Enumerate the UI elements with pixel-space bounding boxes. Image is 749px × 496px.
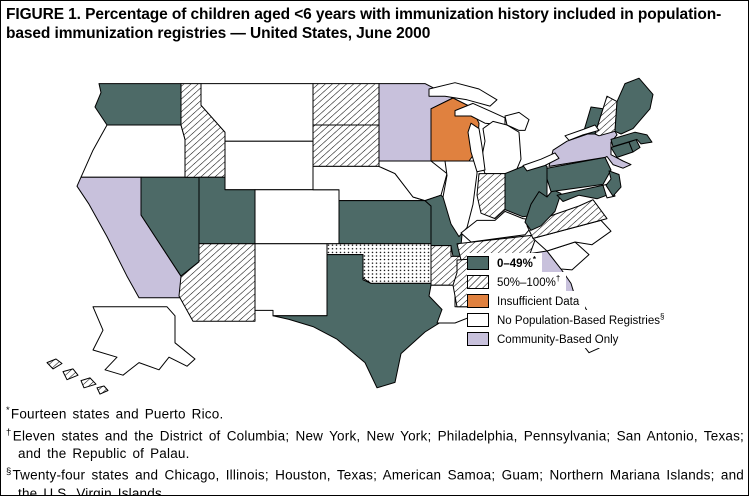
state-ma bbox=[611, 132, 652, 146]
legend-swatch-3 bbox=[467, 312, 489, 327]
legend-item-50-100: 50%–100%† bbox=[467, 272, 567, 291]
footnote-dagger: †Eleven states and the District of Colum… bbox=[6, 426, 744, 462]
legend-label: No Population-Based Registries§ bbox=[497, 312, 665, 327]
state-hi bbox=[47, 359, 62, 369]
legend-label: 0–49%* bbox=[497, 255, 536, 270]
legend-label: Insufficient Data bbox=[497, 295, 580, 308]
state-sd bbox=[313, 125, 379, 166]
state-or bbox=[81, 125, 185, 177]
legend-item-0-49: 0–49%* bbox=[467, 253, 542, 272]
figure-title: FIGURE 1. Percentage of children aged <6… bbox=[6, 6, 722, 42]
state-tx bbox=[273, 255, 445, 388]
state-co bbox=[255, 190, 339, 244]
state-va bbox=[527, 200, 607, 239]
state-mi bbox=[481, 121, 521, 173]
map-legend: 0–49%* 50%–100%† Insufficient Data No Po… bbox=[467, 253, 671, 348]
legend-swatch-2 bbox=[467, 293, 489, 308]
lake-michigan bbox=[468, 123, 485, 172]
state-hi bbox=[97, 386, 108, 394]
lake-huron bbox=[505, 112, 529, 130]
state-ak bbox=[93, 307, 195, 375]
lake-superior bbox=[429, 83, 497, 106]
state-hi bbox=[81, 378, 96, 388]
legend-swatch-0 bbox=[467, 255, 489, 270]
state-wy bbox=[225, 141, 313, 190]
state-nm bbox=[255, 244, 327, 316]
us-map bbox=[1, 51, 749, 403]
legend-swatch-4 bbox=[467, 331, 489, 346]
legend-label: 50%–100%† bbox=[497, 274, 561, 289]
state-wa bbox=[95, 84, 181, 125]
state-me bbox=[615, 78, 653, 134]
footnote-section: §Twenty-four states and Chicago, Illinoi… bbox=[6, 466, 744, 496]
legend-label: Community-Based Only bbox=[497, 333, 619, 346]
state-nj bbox=[606, 171, 621, 196]
state-ks bbox=[339, 201, 431, 244]
state-nd bbox=[313, 84, 379, 125]
lake-erie bbox=[523, 153, 559, 171]
legend-swatch-1 bbox=[467, 274, 489, 289]
legend-item-community-based: Community-Based Only bbox=[467, 329, 625, 348]
state-in bbox=[477, 174, 505, 219]
footnotes: *Fourteen states and Puerto Rico. †Eleve… bbox=[6, 402, 744, 496]
state-ky bbox=[461, 211, 537, 242]
state-wv bbox=[525, 190, 561, 231]
legend-item-insufficient-data: Insufficient Data bbox=[467, 291, 586, 310]
legend-item-no-registries: No Population-Based Registries§ bbox=[467, 310, 671, 329]
footnote-asterisk: *Fourteen states and Puerto Rico. bbox=[6, 405, 224, 422]
state-hi bbox=[63, 369, 78, 380]
lake-ontario bbox=[565, 125, 599, 140]
